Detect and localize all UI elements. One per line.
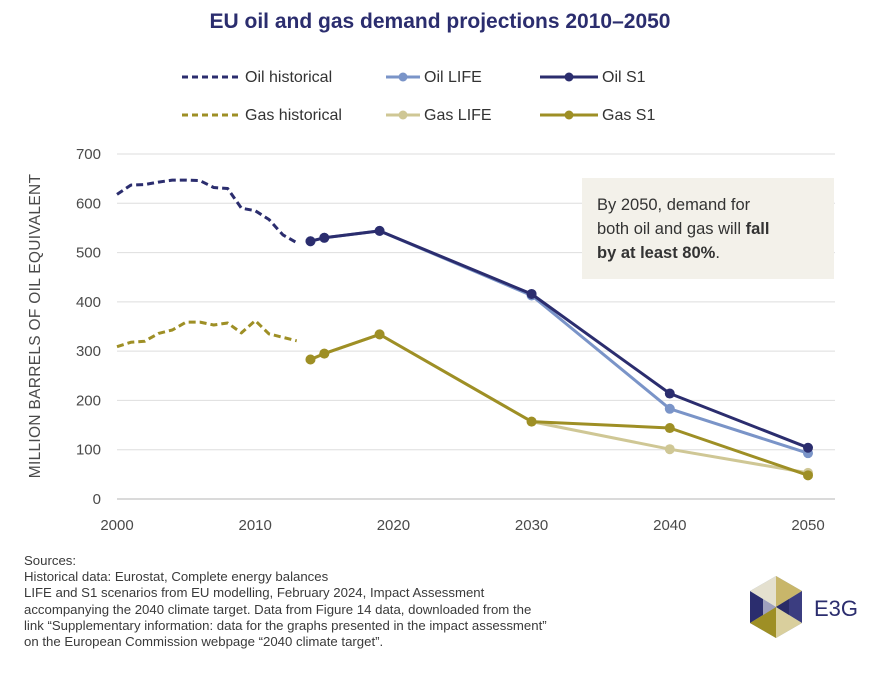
annotation-box: By 2050, demand for both oil and gas wil… [582, 178, 834, 279]
sources-line: link “Supplementary information: data fo… [24, 617, 547, 633]
sources: Sources: Historical data: Eurostat, Comp… [24, 553, 704, 650]
data-point-gas-s1 [374, 329, 385, 340]
legend-label: Oil historical [245, 69, 332, 86]
legend-marker-oil-life [398, 72, 408, 82]
data-point-oil-s1 [305, 236, 316, 247]
e3g-logo: E3G [750, 576, 858, 638]
sources-line: accompanying the 2040 climate target. Da… [24, 601, 532, 617]
y-tick-label: 500 [76, 245, 101, 262]
annotation-text: By 2050, demand for both oil and gas wil… [597, 196, 774, 262]
x-tick-label: 2020 [377, 517, 410, 534]
x-tick-label: 2030 [515, 517, 548, 534]
data-point-oil-s1 [803, 442, 813, 453]
series-line-gas-life [309, 332, 809, 475]
legend-label: Gas S1 [602, 107, 655, 124]
y-tick-label: 100 [76, 442, 101, 459]
y-tick-label: 0 [93, 491, 101, 508]
data-point-oil-s1 [664, 388, 675, 399]
sources-line: LIFE and S1 scenarios from EU modelling,… [24, 585, 485, 601]
x-tick-label: 2050 [791, 517, 824, 534]
data-point-gas-s1 [803, 470, 813, 481]
y-axis-label: MILLION BARRELS OF OIL EQUIVALENT [27, 174, 44, 479]
series-line-gas-s1 [309, 332, 809, 477]
chart-title: EU oil and gas demand projections 2010–2… [209, 10, 670, 33]
legend-label: Oil S1 [602, 69, 646, 86]
annotation-background [582, 178, 834, 279]
chart: EU oil and gas demand projections 2010–2… [27, 10, 835, 534]
y-axis: 0 100 200 300 400 500 600 700 [76, 146, 101, 508]
series-line-oil-historical [116, 178, 298, 245]
x-tick-label: 2000 [100, 517, 133, 534]
data-point-gas-s1 [664, 423, 675, 434]
y-tick-label: 200 [76, 392, 101, 409]
x-axis: 2000 2010 2020 2030 2040 2050 [100, 517, 824, 534]
logo-hexagon-icon [750, 576, 802, 638]
legend: Oil historical Oil LIFE Oil S1 Gas historic… [182, 69, 655, 124]
y-tick-label: 400 [76, 294, 101, 311]
y-tick-label: 300 [76, 343, 101, 360]
sources-heading: Sources: [24, 553, 77, 568]
legend-marker-oil-s1 [564, 72, 574, 82]
y-tick-label: 600 [76, 195, 101, 212]
data-point-gas-life [664, 444, 675, 455]
data-point-oil-s1 [319, 232, 330, 243]
data-point-oil-life [664, 403, 675, 414]
x-tick-label: 2010 [239, 517, 272, 534]
legend-label: Gas LIFE [424, 107, 492, 124]
sources-line: Historical data: Eurostat, Complete ener… [24, 569, 329, 585]
series-group [116, 178, 813, 481]
data-point-oil-s1 [374, 225, 385, 236]
legend-label: Oil LIFE [424, 69, 482, 86]
logo-text: E3G [814, 596, 858, 621]
legend-label: Gas historical [245, 107, 342, 124]
data-point-gas-s1 [305, 354, 316, 365]
series-line-gas-historical [116, 319, 298, 349]
data-point-oil-s1 [526, 288, 537, 299]
data-point-gas-s1 [526, 416, 537, 427]
sources-line: on the European Commission webpage “2040… [24, 634, 384, 650]
data-point-gas-s1 [319, 348, 330, 359]
legend-marker-gas-life [398, 110, 408, 120]
legend-marker-gas-s1 [564, 110, 574, 120]
y-tick-label: 700 [76, 146, 101, 163]
x-tick-label: 2040 [653, 517, 686, 534]
